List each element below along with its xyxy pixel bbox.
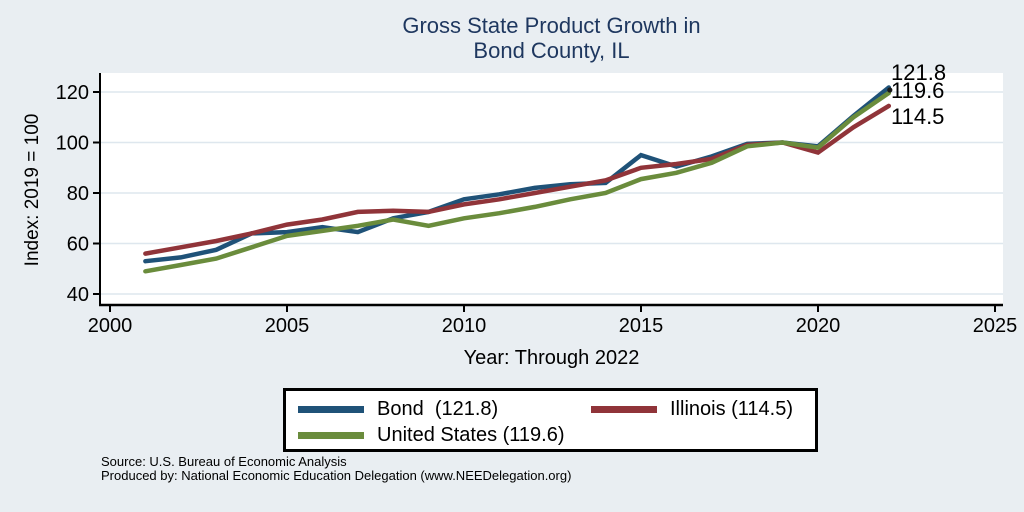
x-tick-label: 2025 — [973, 315, 1018, 337]
illinois-line-swatch — [591, 405, 657, 413]
y-tick-label: 120 — [56, 82, 89, 104]
legend-label-illinois: Illinois (114.5) — [670, 397, 794, 420]
series-end-label-bond: 121.8 — [891, 60, 947, 85]
y-tick-label: 100 — [56, 133, 89, 155]
source-note: Source: U.S. Bureau of Economic Analysis… — [101, 455, 571, 483]
x-tick-label: 2010 — [442, 315, 487, 337]
end-point-marker — [887, 87, 893, 93]
chart-title-line1: Gross State Product Growth in — [402, 13, 701, 38]
produced-by-line: Produced by: National Economic Education… — [101, 468, 572, 483]
legend-label-bond: Bond (121.8) — [377, 397, 499, 420]
legend-item-bond: Bond (121.8) — [298, 397, 498, 421]
series-line-united-states — [143, 90, 892, 274]
legend-item-united-states: United States (119.6) — [298, 423, 565, 447]
y-axis-title: Index: 2019 = 100 — [22, 113, 43, 267]
source-line: Source: U.S. Bureau of Economic Analysis — [101, 454, 347, 469]
series-end-label-united-states: 119.6 — [891, 78, 945, 103]
x-tick-label: 2000 — [88, 315, 133, 337]
x-axis-title: Year: Through 2022 — [463, 347, 640, 369]
y-tick-label: 40 — [67, 284, 89, 306]
united-states-line-swatch — [298, 431, 364, 439]
x-tick-label: 2015 — [619, 315, 664, 337]
legend: Bond (121.8) Illinois (114.5) United Sta… — [283, 388, 818, 452]
chart-title-line2: Bond County, IL — [473, 38, 630, 63]
chart-title: Gross State Product Growth in Bond Count… — [100, 13, 1003, 63]
bond-line-swatch — [298, 405, 364, 413]
series-end-label-illinois: 114.5 — [891, 104, 945, 129]
x-tick-label: 2020 — [796, 315, 841, 337]
y-tick-label: 60 — [67, 234, 89, 256]
y-tick-label: 80 — [67, 183, 89, 205]
legend-label-united-states: United States (119.6) — [377, 423, 565, 446]
legend-item-illinois: Illinois (114.5) — [591, 397, 793, 421]
x-tick-label: 2005 — [265, 315, 310, 337]
